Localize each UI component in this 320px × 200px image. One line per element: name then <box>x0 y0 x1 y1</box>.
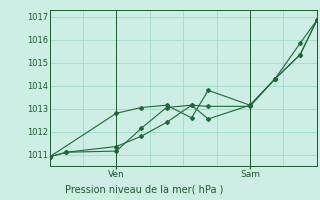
Text: Pression niveau de la mer( hPa ): Pression niveau de la mer( hPa ) <box>65 184 223 194</box>
